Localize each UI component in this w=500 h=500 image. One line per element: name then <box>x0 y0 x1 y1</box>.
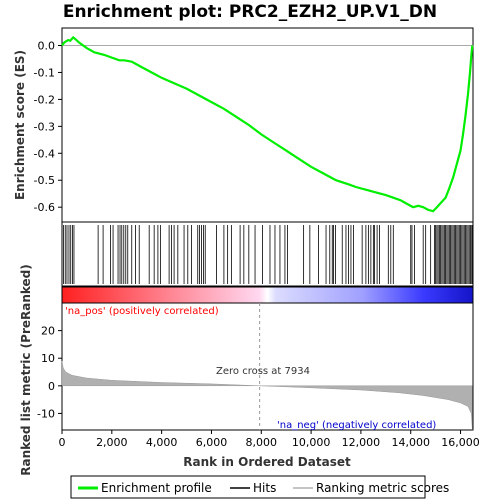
legend-frame <box>70 475 426 499</box>
hits-panel <box>61 221 474 287</box>
x-tick-label: 4,000 <box>146 436 178 449</box>
rank-y-tick-label: 10 <box>41 352 55 365</box>
es-y-ticks: 0.0 -0.1 -0.2 -0.3 -0.4 -0.5 -0.6 <box>34 40 62 214</box>
x-tick-label: 10,000 <box>292 436 331 449</box>
x-tick-label: 14,000 <box>391 436 430 449</box>
rank-y-tick-label: 20 <box>41 325 55 338</box>
enrichment-profile-line <box>61 35 474 213</box>
es-y-tick-label: -0.3 <box>34 120 55 133</box>
x-tick-label: 8,000 <box>246 436 278 449</box>
positive-correlation-label: 'na_pos' (positively correlated) <box>65 306 219 317</box>
rank-y-tick-label: 0 <box>48 380 55 393</box>
rank-panel-frame <box>61 302 474 431</box>
x-axis-label: Rank in Ordered Dataset <box>183 455 351 469</box>
x-axis-ticks: 0 2,000 4,000 6,000 8,000 10,000 12,000 14,000 1… <box>59 430 480 449</box>
ranking-metric-area <box>61 360 473 431</box>
es-y-tick-label: -0.6 <box>34 201 55 214</box>
legend-label-ranking: Ranking metric scores <box>316 481 449 495</box>
es-y-tick-label: -0.4 <box>34 147 55 160</box>
rank-y-ticks: 20 10 0 -10 <box>37 325 62 420</box>
rank-y-tick-label: -10 <box>37 407 55 420</box>
es-y-tick-label: 0.0 <box>38 40 56 53</box>
ranked-metric-panel: 20 10 0 -10 'na_pos' (positively correlated… <box>19 264 474 476</box>
es-panel-frame <box>61 27 474 223</box>
negative-correlation-label: 'na_neg' (negatively correlated) <box>277 420 436 431</box>
x-tick-label: 16,000 <box>441 436 480 449</box>
es-y-tick-label: -0.2 <box>34 93 55 106</box>
x-tick-label: 0 <box>59 436 66 449</box>
x-tick-label: 2,000 <box>96 436 128 449</box>
rank-y-label: Ranked list metric (PreRanked) <box>19 264 33 476</box>
legend: Enrichment profile Hits Ranking metric s… <box>70 475 449 499</box>
x-tick-label: 12,000 <box>342 436 381 449</box>
es-y-tick-label: -0.1 <box>34 66 55 79</box>
hits-panel-frame <box>61 221 474 287</box>
hit-marks <box>63 225 473 284</box>
legend-label-enrichment: Enrichment profile <box>101 481 212 495</box>
zero-cross-label: Zero cross at 7934 <box>216 366 310 377</box>
chart-title: Enrichment plot: PRC2_EZH2_UP.V1_DN <box>63 2 437 22</box>
legend-label-hits: Hits <box>253 481 276 495</box>
rank-color-bar <box>61 286 474 304</box>
x-tick-label: 6,000 <box>196 436 228 449</box>
es-y-label: Enrichment score (ES) <box>13 50 27 200</box>
es-panel: 0.0 -0.1 -0.2 -0.3 -0.4 -0.5 -0.6 Enrichment s… <box>13 27 474 223</box>
es-y-tick-label: -0.5 <box>34 174 55 187</box>
